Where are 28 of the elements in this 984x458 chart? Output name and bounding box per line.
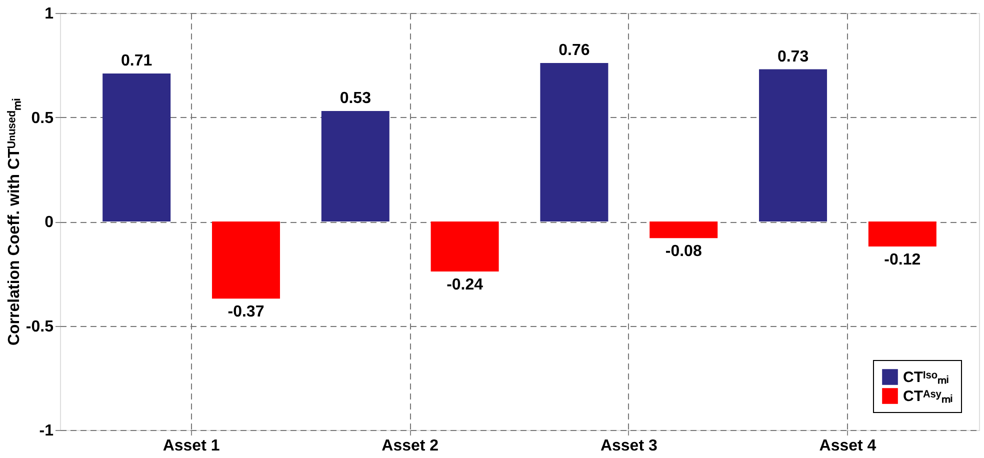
x-tick-label: Asset 4 xyxy=(819,438,876,454)
bar xyxy=(212,222,280,299)
x-tick-label: Asset 1 xyxy=(162,438,220,454)
bar xyxy=(321,110,390,222)
data-label: 0.53 xyxy=(340,90,372,107)
y-tick-label: 0 xyxy=(44,214,54,231)
y-tick-label: 1 xyxy=(44,6,54,22)
data-label: 0.71 xyxy=(121,52,152,70)
x-tick-label: Asset 2 xyxy=(382,438,439,454)
y-tick-label: 0.5 xyxy=(31,110,54,127)
legend-label: CTᴬˢʸₘᵢ xyxy=(903,388,952,405)
y-tick-label: -0.5 xyxy=(26,318,54,336)
bar xyxy=(650,222,718,238)
bar xyxy=(102,73,171,222)
x-tick-label: Asset 3 xyxy=(600,438,658,454)
data-label: -0.12 xyxy=(884,252,921,269)
data-label: 0.76 xyxy=(558,42,590,60)
data-label: 0.73 xyxy=(777,48,809,66)
data-label: -0.24 xyxy=(446,276,484,294)
data-label: -0.08 xyxy=(665,243,702,260)
bar xyxy=(540,63,608,222)
legend-label: CTᴵˢᵒₘᵢ xyxy=(903,369,949,386)
data-label: -0.37 xyxy=(228,304,264,321)
bar xyxy=(759,69,828,222)
y-axis-title: Correlation Coeff. with CTᵁⁿᵘˢᵉᵈₘᵢ xyxy=(6,98,23,346)
bar xyxy=(430,222,499,272)
bar xyxy=(868,222,936,247)
y-tick-label: -1 xyxy=(39,422,54,440)
